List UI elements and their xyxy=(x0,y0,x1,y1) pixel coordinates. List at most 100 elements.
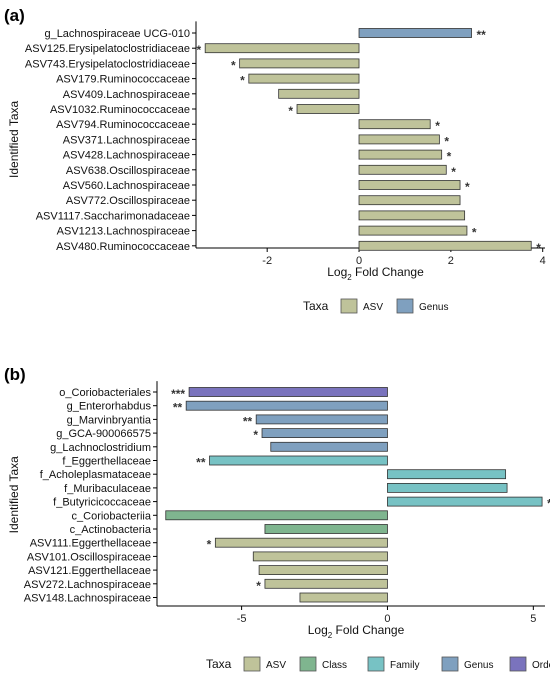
panel-a-bar xyxy=(296,104,360,114)
panel-b-legend-swatch xyxy=(299,656,317,672)
panel-b-y-axis-title: Identified Taxa xyxy=(7,456,21,533)
panel-b-bar xyxy=(252,551,388,562)
panel-a-category-label: ASV125.Erysipelatoclostridiaceae xyxy=(25,43,190,55)
panel-b-bar xyxy=(270,441,388,452)
panel-a-significance-mark: * xyxy=(447,150,452,164)
panel-a-category-label: ASV409.Lachnospiraceae xyxy=(63,89,190,101)
panel-a-category-label: ASV772.Oscillospiraceae xyxy=(66,195,190,207)
panel-a-bar xyxy=(358,195,461,206)
panel-a-x-tick-label: 2 xyxy=(448,255,454,267)
panel-b-category-label: g_Lachnoclostridium xyxy=(50,442,151,454)
panel-a-y-axis-title: Identified Taxa xyxy=(7,100,21,177)
panel-b-category-label: ASV272.Lachnospiraceae xyxy=(24,579,151,591)
panel-b-category-label: ASV148.Lachnospiraceae xyxy=(24,593,151,605)
panel-a-significance-mark: * xyxy=(465,180,470,194)
panel-b-bar xyxy=(387,482,508,493)
panel-b-category-label: ASV111.Eggerthellaceae xyxy=(30,538,151,550)
panel-b-bar xyxy=(387,496,543,507)
panel-b-category-label: c_Coriobacteriia xyxy=(72,510,152,522)
panel-a-bar xyxy=(358,164,447,175)
panel-a-significance-mark: * xyxy=(472,226,477,240)
panel-b-significance-mark: ** xyxy=(547,497,550,511)
panel-b-x-tick-label: 0 xyxy=(384,613,390,625)
panel-a-category-label: ASV743.Erysipelatoclostridiaceae xyxy=(25,58,190,70)
panel-b-legend-label: Family xyxy=(390,660,419,671)
panel-a-significance-mark: * xyxy=(240,74,245,88)
panel-a-x-axis-title: Log2 Fold Change xyxy=(327,265,424,282)
panel-a-category-label: ASV428.Lachnospiraceae xyxy=(63,150,190,162)
panel-b-bar xyxy=(165,510,388,521)
panel-a-category-label: ASV1117.Saccharimonadaceae xyxy=(36,210,190,222)
panel-b-category-label: ASV121.Eggerthellaceae xyxy=(28,565,151,577)
panel-b-significance-mark: *** xyxy=(171,387,185,401)
panel-b-x-axis-title: Log2 Fold Change xyxy=(308,623,405,640)
panel-a-significance-mark: * xyxy=(536,241,541,255)
panel-a-legend-swatch xyxy=(396,298,414,314)
panel-b-significance-mark: * xyxy=(253,428,258,442)
panel-a-category-label: g_Lachnospiraceae UCG-010 xyxy=(44,28,190,40)
panel-a-x-tick-label: 4 xyxy=(540,255,546,267)
panel-b-category-label: g_Marvinbryantia xyxy=(67,414,152,426)
panel-b-bar xyxy=(214,537,388,548)
panel-b-category-label: f_Butyricicoccaceae xyxy=(53,497,151,509)
panel-b-legend-label: Genus xyxy=(464,660,493,671)
panel-a-category-label: ASV179.Ruminococcaceae xyxy=(56,74,190,86)
panel-a-bar xyxy=(204,43,360,54)
panel-b-category-label: f_Acholeplasmataceae xyxy=(40,469,151,481)
panel-b-category-label: o_Coriobacteriales xyxy=(59,387,151,399)
panel-b-bar xyxy=(185,400,388,411)
panel-a-legend-title: Taxa xyxy=(303,299,329,313)
panel-b-category-label: g_GCA-900066575 xyxy=(56,428,151,440)
panel-b-legend-swatch xyxy=(367,656,385,672)
panel-a-significance-mark: ** xyxy=(477,28,487,42)
panel-a-bar xyxy=(358,28,472,38)
panel-b-bar xyxy=(264,578,388,589)
panel-b-category-label: f_Muribaculaceae xyxy=(64,483,151,495)
panel-b-bar xyxy=(261,428,388,439)
panel-a-category-label: ASV480.Ruminococcaceae xyxy=(56,241,190,253)
panel-b-x-tick-label: 5 xyxy=(530,613,536,625)
panel-a-label: (a) xyxy=(4,6,25,25)
panel-a-bar xyxy=(358,119,431,130)
panel-a-category-label: ASV560.Lachnospiraceae xyxy=(63,180,190,192)
panel-b-legend-swatch xyxy=(441,656,459,672)
panel-a-category-label: ASV1032.Ruminococcaceae xyxy=(50,104,190,116)
panel-a-significance-mark: * xyxy=(288,104,293,118)
panel-b-category-label: f_Eggerthellaceae xyxy=(62,456,151,468)
panel-b-category-label: g_Enterorhabdus xyxy=(67,401,152,413)
panel-b-bar xyxy=(258,565,388,575)
panel-a-category-label: ASV794.Ruminococcaceae xyxy=(56,119,190,131)
panel-b-bar xyxy=(188,387,388,397)
panel-a-category-label: ASV371.Lachnospiraceae xyxy=(63,134,190,146)
panel-b-significance-mark: * xyxy=(256,579,261,593)
panel-b-significance-mark: ** xyxy=(173,401,183,415)
panel-a-legend-label: ASV xyxy=(363,302,383,313)
panel-a-significance-mark: * xyxy=(444,134,449,148)
panel-a-legend-swatch xyxy=(340,298,358,314)
panel-b-significance-mark: ** xyxy=(196,456,206,470)
panel-a-bar xyxy=(248,73,360,84)
panel-b-significance-mark: * xyxy=(207,538,212,552)
panel-b-significance-mark: ** xyxy=(243,414,253,428)
panel-a-significance-mark: * xyxy=(231,58,236,72)
panel-b-bar xyxy=(299,592,388,603)
panel-a-bar xyxy=(358,134,440,145)
panel-b-legend-label: Order xyxy=(532,660,550,671)
panel-a-category-label: ASV638.Oscillospiraceae xyxy=(66,165,190,177)
panel-a-bar xyxy=(358,149,443,160)
panel-b-bar xyxy=(255,414,388,425)
panel-a-significance-mark: * xyxy=(435,119,440,133)
panel-a-bar xyxy=(278,88,360,99)
panel-b-legend-label: Class xyxy=(322,660,347,671)
panel-b-category-label: c_Actinobacteria xyxy=(70,524,152,536)
panel-b-legend-swatch xyxy=(509,656,527,672)
panel-a-bar xyxy=(239,58,360,69)
panel-a-bar xyxy=(358,210,466,221)
panel-a-category-label: ASV1213.Lachnospiraceae xyxy=(57,226,190,238)
panel-b-x-tick-label: -5 xyxy=(237,613,247,625)
panel-b-legend-label: ASV xyxy=(266,660,286,671)
panel-b-bar xyxy=(209,455,388,466)
panel-a-bar xyxy=(358,225,468,236)
panel-b-label: (b) xyxy=(4,365,26,384)
